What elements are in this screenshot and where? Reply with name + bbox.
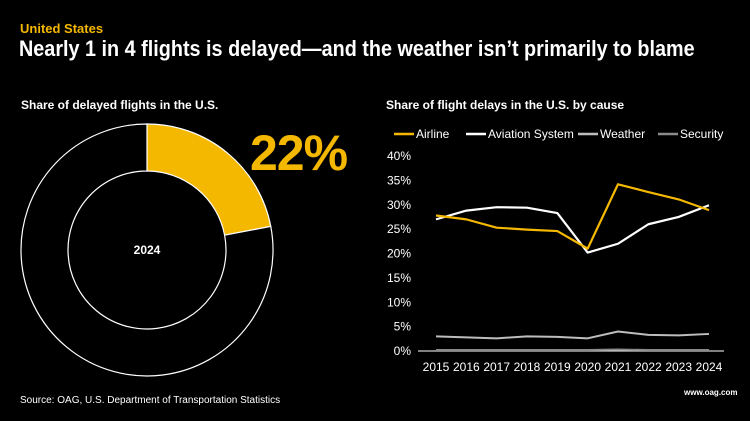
- x-tick-label: 2021: [605, 360, 632, 374]
- donut-slice-not-delayed: [20, 123, 274, 377]
- series-line-airline: [435, 183, 710, 250]
- y-tick-label: 25%: [387, 222, 411, 236]
- page-title: Nearly 1 in 4 flights is delayed—and the…: [19, 36, 695, 61]
- x-tick-label: 2023: [665, 360, 692, 374]
- y-tick-label: 20%: [387, 247, 411, 261]
- source-note: Source: OAG, U.S. Department of Transpor…: [20, 395, 281, 406]
- line-chart: 0% 5% 10% 15% 20% 25% 30% 35% 40% 2015 2016 2017 201…: [387, 127, 724, 374]
- line-chart-title: Share of flight delays in the U.S. by ca…: [386, 98, 625, 112]
- y-tick-label: 0%: [394, 344, 412, 358]
- donut-center-label: 2024: [134, 243, 161, 257]
- eyebrow-label: United States: [20, 21, 104, 36]
- x-tick-label: 2015: [423, 360, 450, 374]
- donut-chart-title: Share of delayed flights in the U.S.: [21, 98, 219, 112]
- delayed-share-value: 22%: [250, 125, 348, 181]
- legend-label-weather: Weather: [600, 127, 645, 141]
- x-tick-label: 2018: [514, 360, 541, 374]
- y-tick-label: 30%: [387, 198, 411, 212]
- x-tick-label: 2022: [635, 360, 662, 374]
- donut-slice-delayed: [146, 123, 272, 236]
- x-tick-label: 2019: [544, 360, 571, 374]
- x-tick-label: 2024: [696, 360, 723, 374]
- donut-chart: 2024: [20, 123, 274, 377]
- x-tick-label: 2020: [574, 360, 601, 374]
- series-line-aviation-system: [435, 204, 710, 254]
- x-tick-label: 2017: [483, 360, 510, 374]
- y-tick-label: 35%: [387, 173, 411, 187]
- site-url: www.oag.com: [684, 388, 738, 397]
- legend-label-aviation-system: Aviation System: [488, 127, 574, 141]
- y-tick-label: 40%: [387, 149, 411, 163]
- y-tick-label: 15%: [387, 271, 411, 285]
- x-tick-label: 2016: [453, 360, 480, 374]
- y-tick-label: 10%: [387, 295, 411, 309]
- series-line-weather: [435, 330, 710, 340]
- legend-label-airline: Airline: [416, 127, 450, 141]
- y-tick-label: 5%: [394, 320, 412, 334]
- legend-label-security: Security: [680, 127, 723, 141]
